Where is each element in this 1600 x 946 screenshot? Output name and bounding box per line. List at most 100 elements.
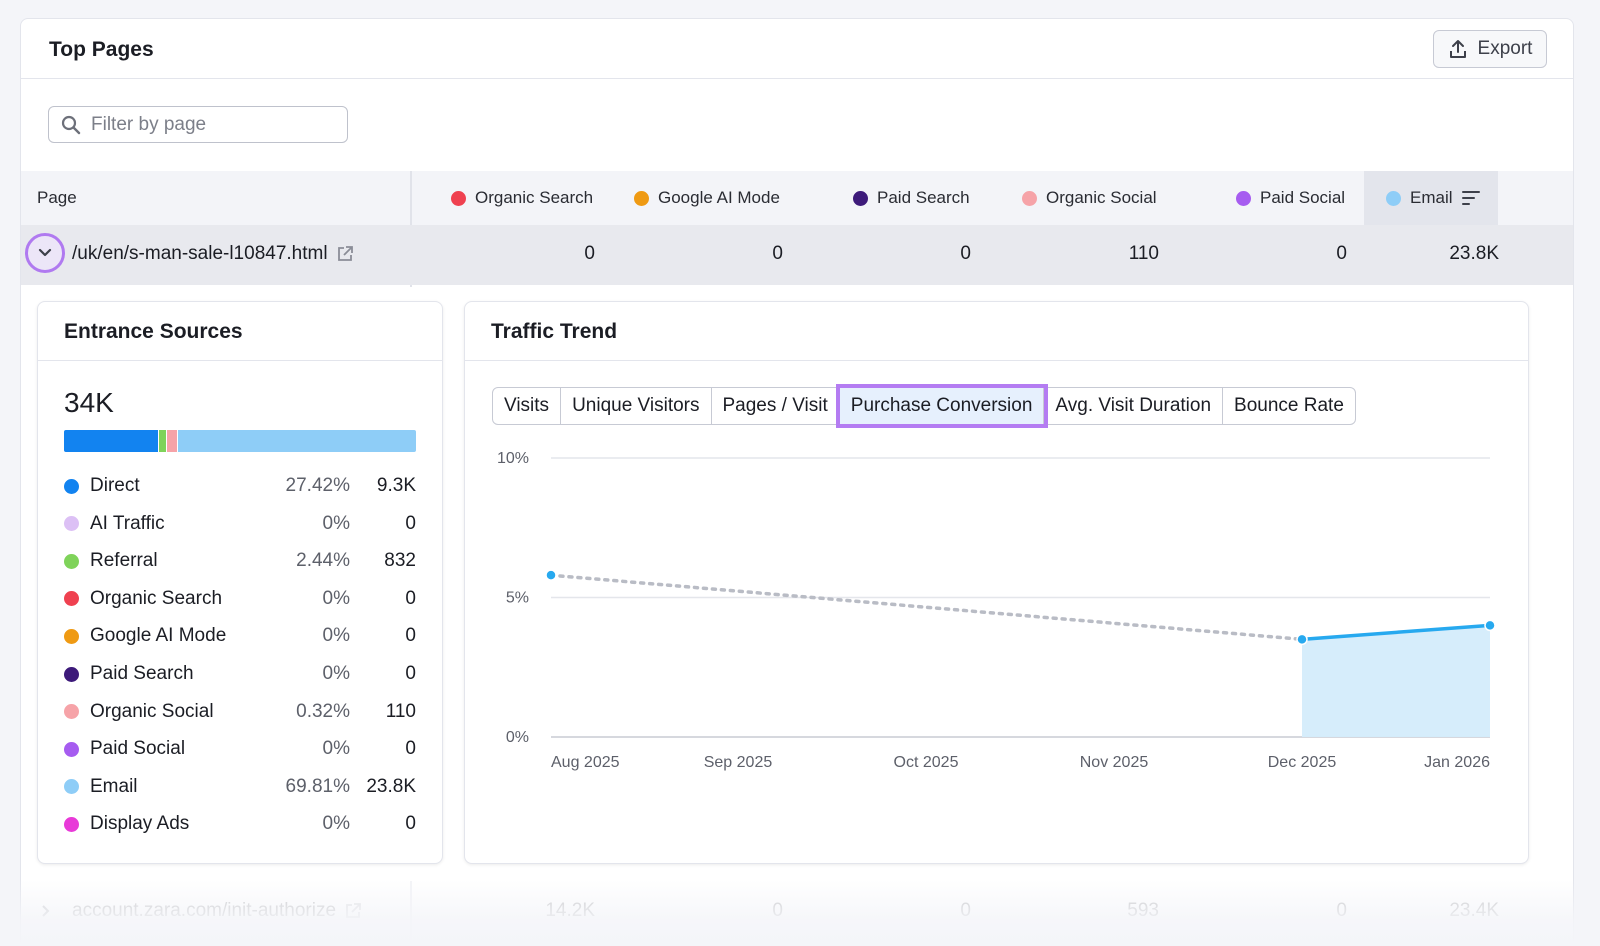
table-row[interactable]: account.zara.com/init-authorize 14.2K 0 … [21, 881, 1573, 946]
source-row[interactable]: Direct 27.42% 9.3K [64, 472, 416, 500]
series-gap-line [549, 573, 1304, 642]
page-column-header[interactable]: Page [37, 188, 77, 207]
legend-dot [1022, 190, 1037, 206]
data-point [545, 569, 557, 581]
cell-organic-social: 593 [1127, 900, 1159, 921]
legend-dot [64, 779, 79, 795]
tab-visits[interactable]: Visits [493, 388, 562, 424]
column-label: Google AI Mode [658, 188, 780, 207]
source-percent: 0% [322, 813, 350, 835]
entrance-sources-panel: Entrance Sources 34K Direct 27.42% 9.3K AI … [37, 301, 443, 864]
table-row[interactable]: /uk/en/s-man-sale-l10847.html 0 0 0 110 … [21, 225, 1573, 285]
export-button[interactable]: Export [1433, 30, 1547, 68]
source-name: Organic Search [90, 587, 223, 609]
source-name: Organic Social [90, 700, 214, 722]
source-percent: 2.44% [296, 550, 350, 572]
cell-google-ai-mode: 0 [772, 243, 783, 264]
series-area [1302, 625, 1490, 737]
panel-title: Traffic Trend [491, 320, 618, 343]
source-percent: 0% [322, 738, 350, 760]
cell-organic-search: 0 [584, 243, 595, 264]
legend-dot [64, 741, 79, 757]
source-row[interactable]: Display Ads 0% 0 [64, 810, 416, 838]
filter-input[interactable] [91, 113, 331, 136]
upload-icon [1449, 40, 1466, 58]
series-line [1301, 623, 1491, 642]
source-name: Paid Search [90, 663, 194, 684]
cell-email: 23.4K [1449, 900, 1499, 921]
tab-bounce-rate[interactable]: Bounce Rate [1234, 395, 1344, 416]
column-divider [410, 881, 412, 946]
share-bar-segment [64, 430, 158, 452]
source-percent: 69.81% [285, 775, 350, 797]
source-row[interactable]: Referral 2.44% 832 [64, 547, 416, 575]
source-value: 0 [405, 663, 416, 684]
y-tick-label: 10% [497, 450, 529, 467]
data-point [1296, 633, 1308, 646]
source-row[interactable]: Paid Social 0% 0 [64, 735, 416, 763]
card-header: Top Pages Export [21, 19, 1573, 79]
cell-paid-social: 0 [1336, 900, 1347, 921]
column-header-paid-social[interactable]: Paid Social [1236, 188, 1345, 208]
source-percent: 0% [322, 663, 350, 684]
external-link-icon[interactable] [336, 245, 354, 263]
source-value: 0 [405, 587, 416, 609]
external-link-icon[interactable] [344, 902, 362, 920]
source-value: 110 [385, 700, 416, 722]
source-value: 0 [405, 813, 416, 835]
source-percent: 0% [322, 625, 350, 647]
tab-pages-visit[interactable]: Pages / Visit [712, 388, 840, 424]
source-percent: 0.32% [296, 700, 350, 722]
source-row[interactable]: Organic Search 0% 0 [64, 585, 416, 613]
source-row[interactable]: Organic Social 0.32% 110 [64, 698, 416, 726]
x-tick-label: Nov 2025 [1080, 754, 1149, 771]
cell-paid-search: 0 [960, 243, 971, 264]
source-value: 0 [405, 625, 416, 647]
card-title: Top Pages [49, 38, 154, 61]
cell-organic-search: 14.2K [545, 900, 595, 921]
source-name: Paid Social [90, 738, 186, 760]
source-row[interactable]: Email 69.81% 23.8K [64, 773, 416, 801]
legend-dot [64, 591, 79, 607]
source-row[interactable]: Google AI Mode 0% 0 [64, 622, 416, 650]
legend-dot [64, 628, 79, 644]
cell-organic-social: 110 [1128, 243, 1159, 264]
source-percent: 27.42% [285, 475, 350, 496]
page-url[interactable]: account.zara.com/init-authorize [72, 900, 362, 922]
source-name: Direct [90, 475, 140, 496]
traffic-trend-panel: Traffic Trend Visits Unique Visitors Pages… [464, 301, 1529, 864]
legend-dot [853, 190, 868, 206]
column-header-organic-search[interactable]: Organic Search [451, 188, 593, 208]
source-row[interactable]: AI Traffic 0% 0 [64, 510, 416, 538]
data-point [1484, 619, 1496, 632]
legend-dot [64, 704, 79, 720]
page-url[interactable]: /uk/en/s-man-sale-l10847.html [72, 243, 354, 265]
x-tick-label: Aug 2025 [551, 754, 620, 771]
total-entrances: 34K [64, 387, 114, 418]
collapse-row-button[interactable] [25, 233, 65, 273]
tab-avg-visit-duration[interactable]: Avg. Visit Duration [1044, 388, 1224, 424]
column-header-email[interactable]: Email [1386, 188, 1480, 208]
source-value: 0 [405, 738, 416, 760]
column-header-google-ai-mode[interactable]: Google AI Mode [634, 188, 780, 208]
search-icon [61, 115, 81, 134]
chevron-right-icon[interactable] [41, 904, 51, 918]
sort-icon[interactable] [1461, 190, 1480, 206]
source-value: 832 [384, 550, 416, 572]
source-share-bar [64, 430, 416, 452]
cell-paid-search: 0 [960, 900, 971, 921]
legend-dot [634, 190, 649, 206]
cell-email: 23.8K [1449, 243, 1499, 264]
legend-dot [1236, 190, 1251, 206]
column-header-organic-social[interactable]: Organic Social [1022, 188, 1157, 208]
column-label: Paid Search [877, 188, 970, 207]
filter-by-page-field[interactable] [48, 106, 348, 143]
source-value: 9.3K [376, 475, 416, 496]
legend-dot [64, 478, 79, 494]
source-row[interactable]: Paid Search 0% 0 [64, 660, 416, 688]
column-header-paid-search[interactable]: Paid Search [853, 188, 970, 208]
tab-unique-visitors[interactable]: Unique Visitors [561, 388, 712, 424]
tab-purchase-conversion[interactable]: Purchase Conversion [835, 384, 1049, 428]
source-name: AI Traffic [90, 512, 165, 534]
panel-title: Entrance Sources [64, 320, 243, 343]
